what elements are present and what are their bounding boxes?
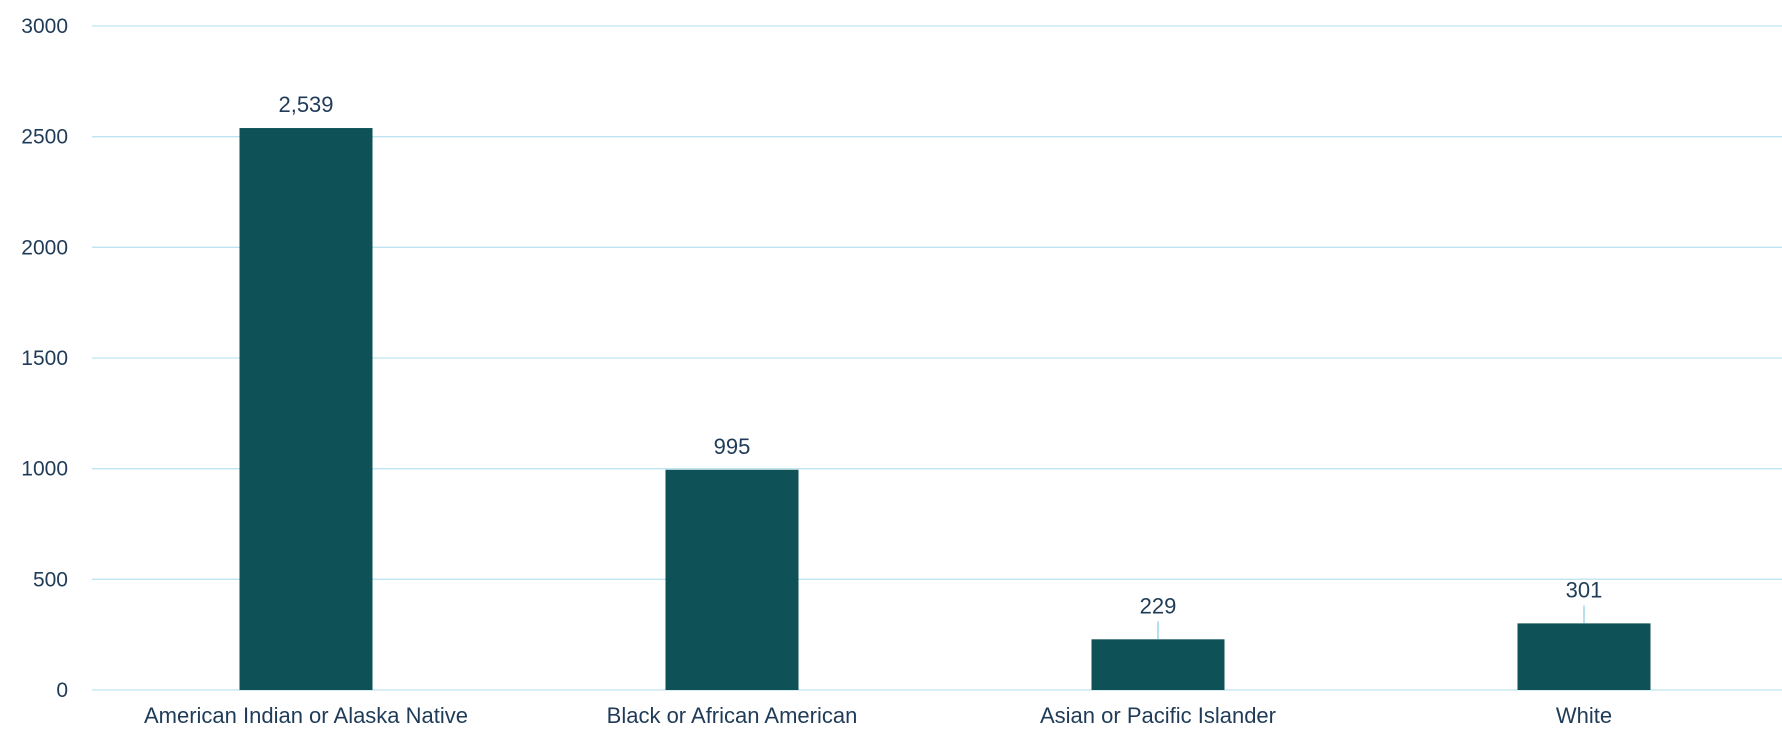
x-category-label: American Indian or Alaska Native [144,703,468,728]
data-label: 229 [1140,593,1177,618]
x-category-label: Asian or Pacific Islander [1040,703,1276,728]
y-tick-label: 3000 [21,15,68,38]
y-tick-label: 1000 [21,458,68,481]
data-labels: 2,539 995 229 301 [278,92,1603,640]
gridlines [92,25,1782,691]
bar [1091,639,1225,690]
data-label: 995 [714,434,751,459]
y-tick-label: 2000 [21,236,68,259]
bar [239,128,373,690]
data-label: 2,539 [278,92,333,117]
bar [1517,623,1651,690]
y-tick-label: 500 [33,568,68,591]
y-tick-label: 0 [56,679,68,702]
bar [665,469,799,690]
x-category-label: Black or African American [607,703,858,728]
category-labels: American Indian or Alaska Native Black or… [144,703,1612,728]
x-category-label: White [1556,703,1612,728]
bars [239,128,1651,690]
data-label: 301 [1566,577,1603,602]
y-tick-label: 2500 [21,126,68,149]
y-tick-label: 1500 [21,347,68,370]
y-axis-ticks: 0 500 1000 1500 2000 2500 3000 [21,15,68,702]
